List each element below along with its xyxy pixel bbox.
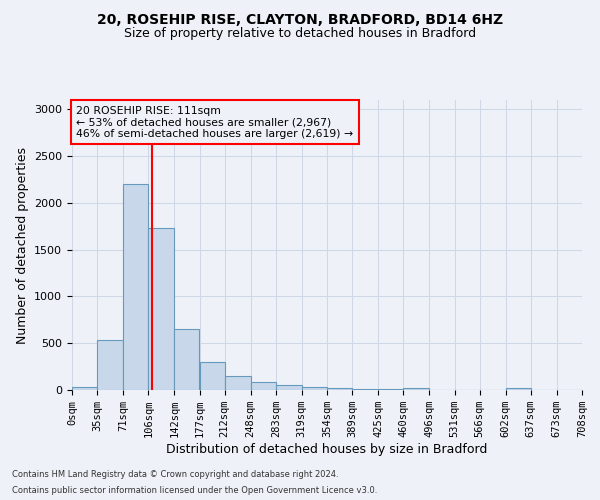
Text: Contains HM Land Registry data © Crown copyright and database right 2024.: Contains HM Land Registry data © Crown c… (12, 470, 338, 479)
Bar (302, 387, 327, 390)
Bar (378, 389, 403, 390)
Y-axis label: Number of detached properties: Number of detached properties (16, 146, 29, 344)
Bar (403, 388, 429, 390)
Bar (97, 340, 123, 390)
Bar (174, 329, 199, 390)
X-axis label: Distribution of detached houses by size in Bradford: Distribution of detached houses by size … (166, 443, 488, 456)
Bar (72, 387, 97, 390)
Bar (199, 362, 225, 390)
Bar (251, 382, 276, 390)
Bar (327, 388, 352, 390)
Text: 20 ROSEHIP RISE: 111sqm
← 53% of detached houses are smaller (2,967)
46% of semi: 20 ROSEHIP RISE: 111sqm ← 53% of detache… (76, 106, 353, 139)
Bar (225, 376, 251, 390)
Bar (123, 184, 148, 390)
Bar (506, 388, 531, 390)
Bar (352, 388, 378, 390)
Text: Contains public sector information licensed under the Open Government Licence v3: Contains public sector information licen… (12, 486, 377, 495)
Text: Size of property relative to detached houses in Bradford: Size of property relative to detached ho… (124, 28, 476, 40)
Bar (148, 228, 174, 390)
Bar (276, 385, 302, 390)
Text: 20, ROSEHIP RISE, CLAYTON, BRADFORD, BD14 6HZ: 20, ROSEHIP RISE, CLAYTON, BRADFORD, BD1… (97, 12, 503, 26)
